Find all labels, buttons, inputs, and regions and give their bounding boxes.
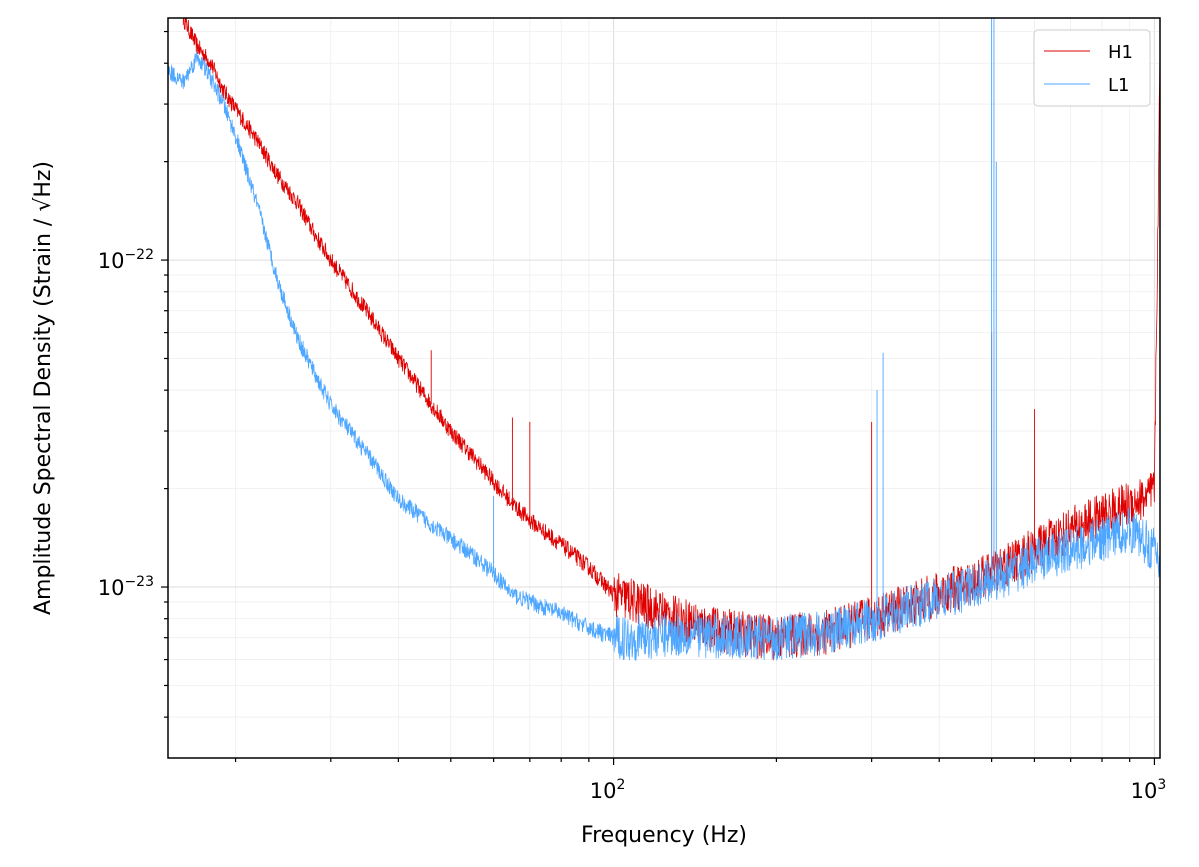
legend-label-l1: L1	[1108, 75, 1129, 96]
series-line-l1	[168, 51, 1160, 661]
x-tick-label: 103	[1131, 777, 1167, 803]
plot-frame	[167, 17, 1161, 759]
legend: H1 L1	[1033, 29, 1151, 107]
legend-box	[1033, 29, 1151, 107]
legend-label-h1: H1	[1108, 42, 1133, 63]
x-tick-label: 102	[590, 777, 626, 803]
y-tick-label: 10−22	[98, 247, 154, 273]
series-layer	[168, 18, 1160, 661]
y-axis-title: Amplitude Spectral Density (Strain / √Hz…	[31, 161, 56, 615]
x-axis-title: Frequency (Hz)	[581, 823, 747, 848]
y-tick-label: 10−23	[98, 574, 154, 600]
ticks: 102 103 10−23 10−22	[98, 30, 1167, 803]
